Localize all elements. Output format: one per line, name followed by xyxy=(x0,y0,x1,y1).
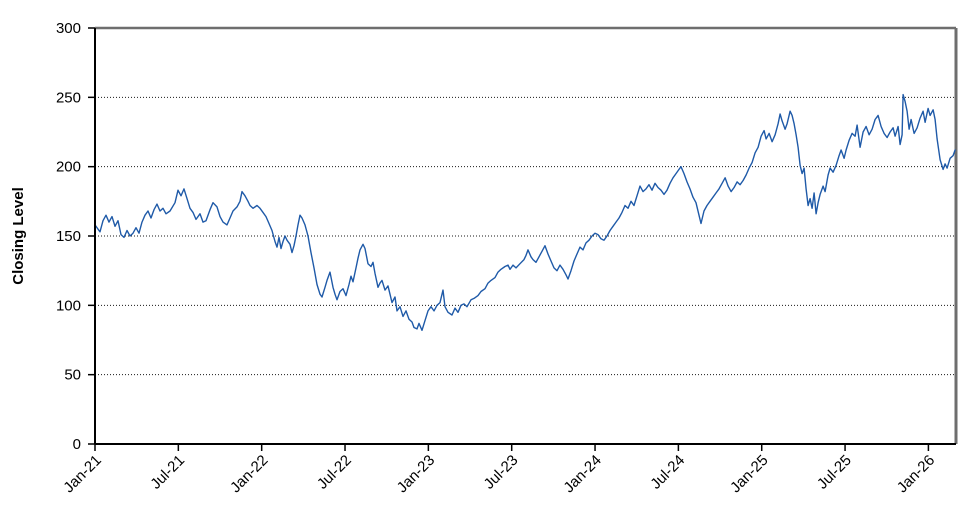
x-tick-label: Jul-21 xyxy=(147,452,188,493)
y-tick-label: 250 xyxy=(56,89,81,106)
y-axis-title: Closing Level xyxy=(10,187,27,285)
y-tick-label: 100 xyxy=(56,297,81,314)
y-tick-label: 150 xyxy=(56,228,81,245)
x-tick-label: Jul-24 xyxy=(647,452,688,493)
x-tick-label: Jan-21 xyxy=(60,452,104,496)
x-tick-label: Jan-22 xyxy=(227,452,271,496)
x-tick-label: Jul-25 xyxy=(814,452,855,493)
series-line xyxy=(94,93,956,331)
x-tick-label: Jan-23 xyxy=(394,452,438,496)
y-tick-label: 0 xyxy=(73,436,81,453)
y-tick-label: 300 xyxy=(56,20,81,37)
x-tick-label: Jan-25 xyxy=(727,452,771,496)
y-tick-label: 50 xyxy=(64,367,81,384)
x-tick-label: Jul-23 xyxy=(481,452,522,493)
y-tick-label: 200 xyxy=(56,159,81,176)
x-tick-label: Jan-24 xyxy=(560,452,604,496)
x-tick-label: Jan-26 xyxy=(894,452,938,496)
x-tick-label: Jul-22 xyxy=(314,452,355,493)
